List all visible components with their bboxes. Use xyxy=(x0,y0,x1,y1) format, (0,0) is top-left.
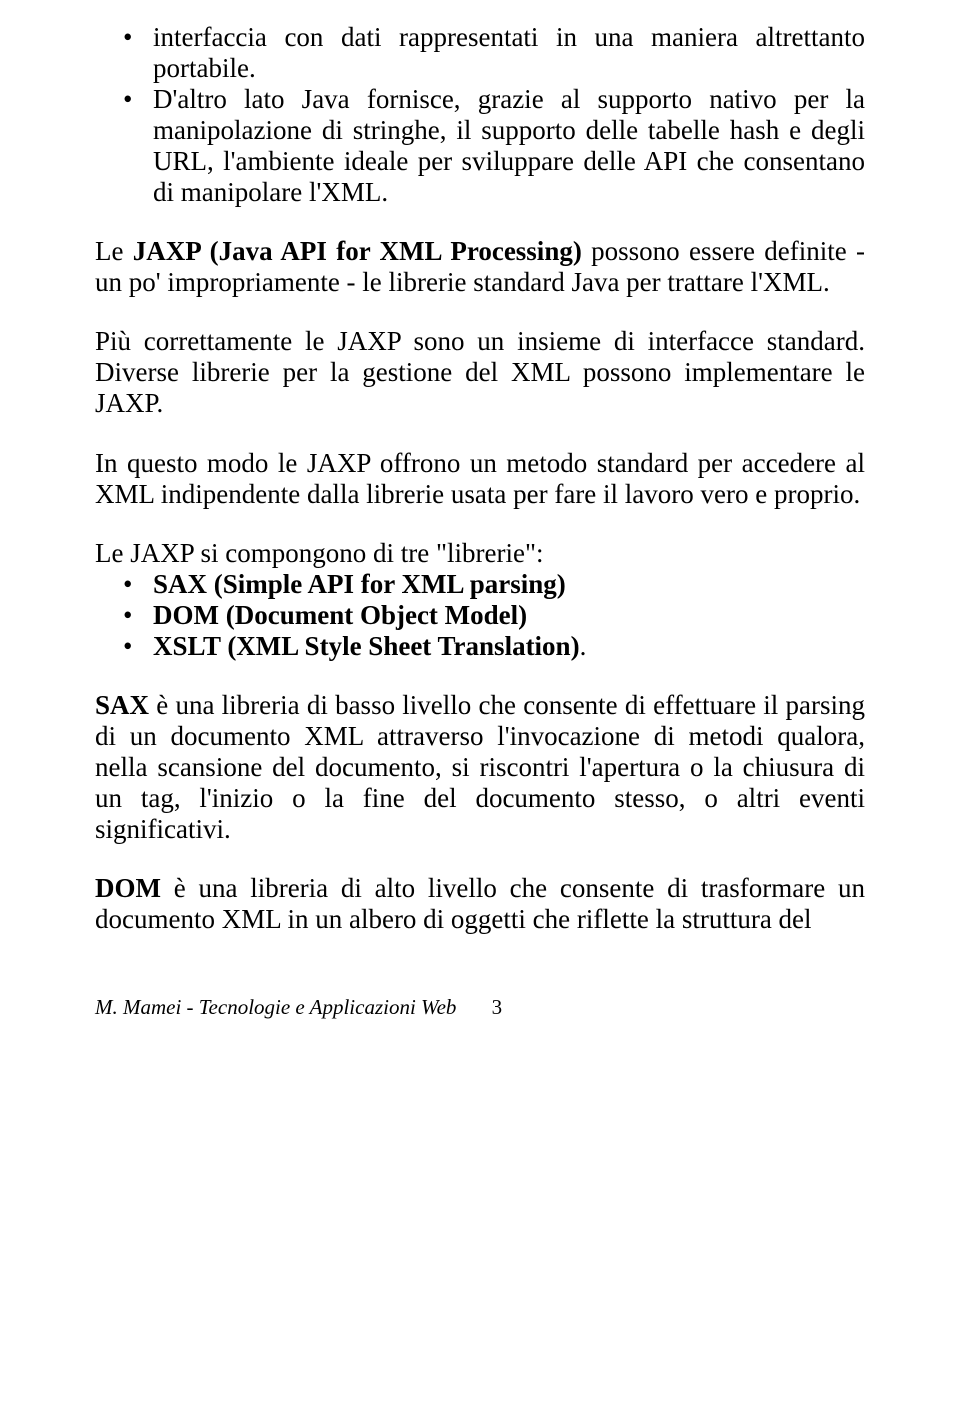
text-bold: SAX (Simple API for XML parsing) xyxy=(153,569,566,599)
text-run: Le xyxy=(95,236,133,266)
page-footer: M. Mamei - Tecnologie e Applicazioni Web… xyxy=(95,995,865,1020)
paragraph: SAX è una libreria di basso livello che … xyxy=(95,690,865,845)
footer-text: M. Mamei - Tecnologie e Applicazioni Web xyxy=(95,995,456,1019)
paragraph: In questo modo le JAXP offrono un metodo… xyxy=(95,448,865,510)
list-item: interfaccia con dati rappresentati in un… xyxy=(95,22,865,84)
document-page: interfaccia con dati rappresentati in un… xyxy=(0,0,960,1060)
paragraph: Le JAXP si compongono di tre "librerie": xyxy=(95,538,865,569)
text-run: è una libreria di alto livello che conse… xyxy=(95,873,865,934)
list-item: D'altro lato Java fornisce, grazie al su… xyxy=(95,84,865,208)
text-run: è una libreria di basso livello che cons… xyxy=(95,690,865,844)
bullet-list-2: SAX (Simple API for XML parsing) DOM (Do… xyxy=(95,569,865,662)
text-bold: DOM xyxy=(95,873,161,903)
text-bold: JAXP (Java API for XML Processing) xyxy=(133,236,582,266)
text-bold: XSLT (XML Style Sheet Translation) xyxy=(153,631,580,661)
text-run: . xyxy=(580,631,587,661)
text-bold: SAX xyxy=(95,690,149,720)
list-item: SAX (Simple API for XML parsing) xyxy=(95,569,865,600)
paragraph: DOM è una libreria di alto livello che c… xyxy=(95,873,865,935)
paragraph: Più correttamente le JAXP sono un insiem… xyxy=(95,326,865,419)
list-item: XSLT (XML Style Sheet Translation). xyxy=(95,631,865,662)
text-bold: DOM (Document Object Model) xyxy=(153,600,527,630)
bullet-list-1: interfaccia con dati rappresentati in un… xyxy=(95,22,865,208)
paragraph: Le JAXP (Java API for XML Processing) po… xyxy=(95,236,865,298)
list-item: DOM (Document Object Model) xyxy=(95,600,865,631)
page-number: 3 xyxy=(492,995,503,1020)
